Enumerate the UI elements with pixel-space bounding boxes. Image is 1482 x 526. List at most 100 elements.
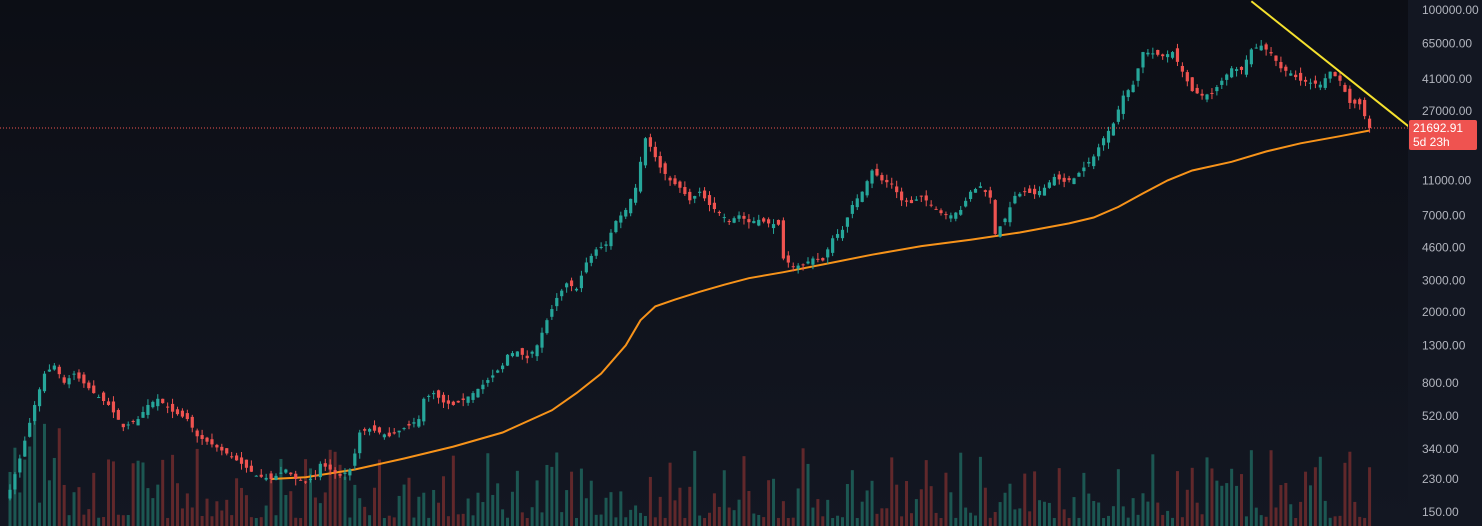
candle-body bbox=[57, 366, 61, 375]
volume-bar bbox=[441, 476, 445, 526]
candle-body bbox=[791, 266, 795, 268]
volume-bar bbox=[363, 506, 367, 526]
candle-body bbox=[1131, 84, 1135, 93]
candle-body bbox=[1363, 99, 1367, 117]
volume-bar bbox=[801, 448, 805, 526]
candle-body bbox=[254, 475, 258, 477]
volume-bar bbox=[885, 508, 889, 526]
volume-bar bbox=[1003, 492, 1007, 526]
candle-body bbox=[993, 200, 997, 234]
candle-body bbox=[432, 393, 436, 395]
candle-body bbox=[52, 365, 56, 370]
volume-bar bbox=[964, 507, 968, 526]
candle-body bbox=[1225, 74, 1229, 80]
volume-bar bbox=[1358, 516, 1362, 526]
candle-body bbox=[427, 395, 431, 397]
candle-body bbox=[1087, 161, 1091, 164]
volume-bar bbox=[397, 495, 401, 526]
volume-bar bbox=[535, 480, 539, 526]
volume-bar bbox=[678, 487, 682, 526]
volume-bar bbox=[776, 517, 780, 526]
volume-bar bbox=[1185, 489, 1189, 526]
candle-body bbox=[82, 374, 86, 384]
candle-body bbox=[318, 463, 322, 478]
candle-body bbox=[1156, 49, 1160, 55]
candle-body bbox=[693, 196, 697, 199]
volume-bar bbox=[545, 464, 549, 526]
volume-bar bbox=[427, 517, 431, 526]
candle-body bbox=[1308, 82, 1313, 84]
price-axis[interactable]: 100000.00 65000.00 41000.00 27000.00 11000.0… bbox=[1408, 0, 1482, 526]
volume-bar bbox=[1028, 511, 1032, 526]
volume-bar bbox=[703, 517, 707, 526]
candle-body bbox=[816, 258, 820, 260]
y-tick-label: 7000.00 bbox=[1422, 208, 1466, 222]
candle-body bbox=[555, 297, 559, 307]
candle-body bbox=[1303, 79, 1308, 82]
candle-body bbox=[328, 464, 332, 470]
candle-body bbox=[372, 425, 377, 431]
y-tick-label: 800.00 bbox=[1422, 376, 1459, 390]
candle-body bbox=[1028, 188, 1032, 193]
candle-body bbox=[619, 215, 623, 223]
candle-body bbox=[1037, 190, 1042, 196]
candle-body bbox=[466, 396, 470, 403]
volume-bar bbox=[520, 512, 524, 526]
volume-bar bbox=[594, 514, 598, 526]
volume-bar bbox=[1304, 471, 1308, 526]
candle-body bbox=[491, 375, 495, 378]
volume-bar bbox=[156, 484, 160, 526]
volume-bar bbox=[722, 470, 726, 526]
candle-body bbox=[441, 394, 446, 403]
volume-bar bbox=[279, 458, 283, 526]
candle-body bbox=[1185, 72, 1189, 82]
candle-body bbox=[141, 412, 145, 418]
volume-bar bbox=[1038, 500, 1042, 526]
candle-body bbox=[973, 188, 978, 193]
candle-body bbox=[1205, 94, 1209, 100]
candle-body bbox=[599, 246, 603, 248]
candle-body bbox=[1166, 54, 1170, 58]
volume-bar bbox=[422, 492, 426, 526]
candle-body bbox=[299, 479, 303, 481]
candle-body bbox=[1175, 48, 1180, 62]
candle-body bbox=[1220, 80, 1224, 85]
volume-bar bbox=[589, 480, 593, 526]
candle-body bbox=[589, 255, 593, 263]
volume-bar bbox=[1333, 516, 1337, 526]
moving-average-path bbox=[271, 129, 1370, 480]
volume-bar bbox=[102, 517, 106, 526]
trendline[interactable] bbox=[1250, 0, 1430, 144]
volume-bar bbox=[1008, 483, 1012, 526]
candle-body bbox=[1003, 218, 1007, 223]
volume-bar bbox=[1338, 515, 1342, 526]
volume-bar bbox=[525, 517, 529, 526]
volume-bar bbox=[62, 484, 66, 526]
candle-body bbox=[87, 382, 91, 389]
volume-bar bbox=[1175, 471, 1179, 526]
volume-bar bbox=[648, 476, 652, 526]
volume-bar bbox=[190, 507, 194, 526]
candle-body bbox=[968, 191, 973, 200]
candle-body bbox=[486, 380, 490, 383]
candle-body bbox=[796, 265, 800, 269]
volume-bar bbox=[28, 446, 32, 526]
candle-body bbox=[638, 161, 643, 192]
candle-body bbox=[348, 469, 352, 476]
volume-bar bbox=[742, 456, 746, 526]
volume-bar bbox=[1230, 468, 1234, 526]
candle-body bbox=[624, 209, 628, 217]
volume-bar bbox=[900, 516, 904, 526]
volume-bar bbox=[1161, 514, 1165, 526]
candle-body bbox=[840, 229, 845, 239]
volume-bars bbox=[8, 406, 1372, 526]
candle-body bbox=[712, 202, 717, 210]
volume-bar bbox=[323, 492, 327, 526]
y-tick-label: 2000.00 bbox=[1422, 305, 1466, 319]
volume-bar bbox=[136, 460, 140, 526]
volume-bar bbox=[1097, 502, 1101, 526]
volume-bar bbox=[1254, 507, 1258, 526]
volume-bar bbox=[811, 507, 815, 526]
volume-bar bbox=[200, 515, 204, 526]
